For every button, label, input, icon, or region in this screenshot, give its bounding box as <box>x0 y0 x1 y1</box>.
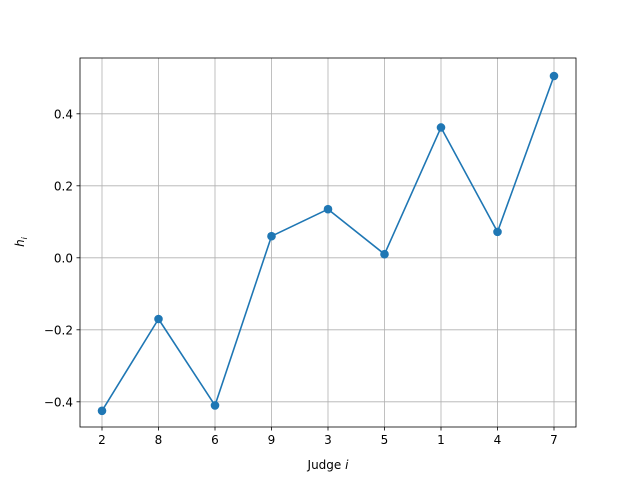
x-tick-label: 9 <box>268 433 276 447</box>
x-axis-label-var: i <box>345 458 349 472</box>
y-axis-label-sub: i <box>20 236 29 239</box>
y-tick-label: 0.4 <box>54 107 73 121</box>
x-axis-label-text: Judge <box>307 458 346 472</box>
x-tick-label: 6 <box>211 433 219 447</box>
y-tick-label: 0.2 <box>54 179 73 193</box>
data-series <box>97 71 559 416</box>
y-axis-label: hi <box>13 236 29 247</box>
x-tick-label: 1 <box>437 433 445 447</box>
x-axis-ticks: 2 8 6 9 3 5 1 4 7 <box>98 427 558 447</box>
y-tick-label: −0.2 <box>44 323 73 337</box>
x-tick-label: 7 <box>550 433 558 447</box>
data-point <box>210 401 220 410</box>
data-point <box>436 123 446 132</box>
data-point <box>323 204 333 214</box>
x-tick-label: 4 <box>494 433 502 447</box>
grid <box>80 58 576 427</box>
data-point <box>154 314 163 324</box>
y-tick-label: 0.0 <box>54 251 73 265</box>
y-axis-ticks: −0.4 −0.2 0.0 0.2 0.4 <box>44 107 80 409</box>
x-tick-label: 8 <box>155 433 163 447</box>
data-point <box>493 227 502 237</box>
data-point <box>267 231 276 241</box>
data-point <box>380 249 389 259</box>
x-tick-label: 5 <box>381 433 389 447</box>
y-tick-label: −0.4 <box>44 395 73 409</box>
y-axis-label-main: h <box>13 239 27 247</box>
data-point <box>97 406 107 416</box>
x-tick-label: 2 <box>98 433 106 447</box>
x-axis-label: Judge i <box>307 458 350 472</box>
x-tick-label: 3 <box>324 433 332 447</box>
data-point <box>549 71 559 81</box>
